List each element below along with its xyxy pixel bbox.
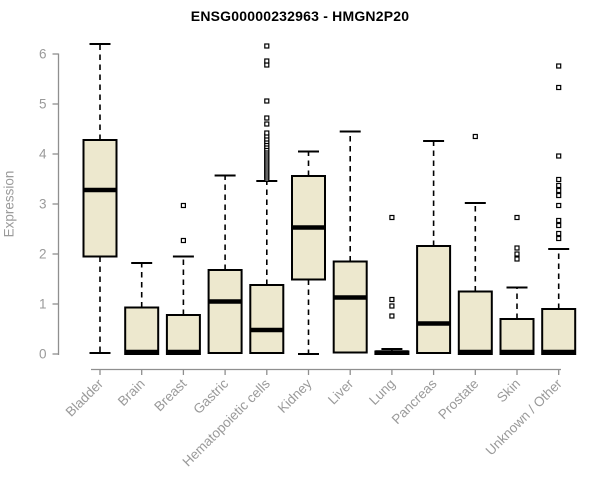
outlier-point (389, 303, 395, 309)
x-category-label: Breast (151, 376, 189, 414)
box-group-liver (332, 130, 368, 354)
box-iqr (165, 314, 201, 355)
outlier-point (514, 245, 520, 251)
x-category-label: Skin (494, 376, 523, 405)
x-category-label: Brain (115, 376, 148, 409)
box-iqr (416, 245, 452, 354)
x-category-label: Unknown / Other (483, 376, 566, 459)
outlier-point (556, 202, 562, 209)
outlier-point (556, 217, 562, 224)
x-category-label: Gastric (190, 376, 231, 417)
outlier-point (514, 214, 520, 221)
box-group-pancreas (416, 140, 452, 354)
y-tick-label: 6 (39, 47, 47, 62)
box-group-bladder (82, 43, 118, 354)
box-iqr (457, 290, 493, 355)
outlier-point (264, 121, 270, 127)
box-iqr (541, 308, 577, 355)
outlier-point (264, 115, 270, 121)
y-tick-label: 5 (39, 97, 47, 112)
box-iqr (249, 284, 285, 354)
outlier-point (180, 237, 186, 244)
outlier-point (556, 230, 562, 237)
y-tick-label: 1 (39, 297, 47, 312)
outlier-point (472, 133, 478, 140)
outlier-point (264, 130, 270, 136)
outlier-point (556, 192, 562, 199)
outlier-point (556, 182, 562, 189)
outlier-point (264, 43, 270, 49)
x-category-label: Liver (325, 376, 357, 408)
outlier-point (556, 176, 562, 183)
box-group-skin (499, 214, 535, 355)
box-iqr (82, 139, 118, 258)
outlier-point (264, 98, 270, 104)
box-iqr (207, 269, 243, 354)
box-group-breast (165, 202, 201, 355)
box-group-unknown-other (541, 63, 577, 355)
box-iqr (124, 306, 160, 355)
y-tick-label: 3 (39, 197, 47, 212)
chart-title: ENSG00000232963 - HMGN2P20 (190, 8, 410, 24)
outlier-point (556, 153, 562, 159)
outlier-point (264, 58, 270, 64)
x-category-label: Pancreas (389, 376, 440, 427)
box-group-brain (124, 262, 160, 355)
y-tick-label: 2 (39, 247, 47, 262)
outlier-point (389, 214, 395, 221)
outlier-point (556, 63, 562, 69)
outlier-point (514, 256, 520, 262)
outlier-point (556, 222, 562, 229)
y-tick-label: 0 (39, 347, 47, 362)
outlier-point (556, 235, 562, 242)
x-category-label: Bladder (63, 376, 107, 420)
box-iqr (332, 260, 368, 354)
outlier-point (389, 313, 395, 319)
box-group-prostate (457, 133, 493, 355)
box-group-gastric (207, 174, 243, 354)
outlier-point (389, 296, 395, 303)
x-category-label: Lung (366, 376, 398, 408)
outlier-point (556, 187, 562, 194)
outlier-point (556, 84, 562, 91)
box-group-lung (374, 214, 410, 355)
x-category-label: Prostate (435, 376, 481, 422)
box-group-hematopoietic-cells (249, 43, 285, 354)
outlier-point (180, 202, 186, 209)
y-tick-label: 4 (39, 147, 47, 162)
outlier-point (514, 251, 520, 257)
x-category-label: Kidney (275, 376, 315, 416)
y-axis: 0 1 2 3 4 5 6 (39, 47, 60, 362)
box-iqr (499, 318, 535, 355)
box-group-kidney (291, 150, 326, 355)
